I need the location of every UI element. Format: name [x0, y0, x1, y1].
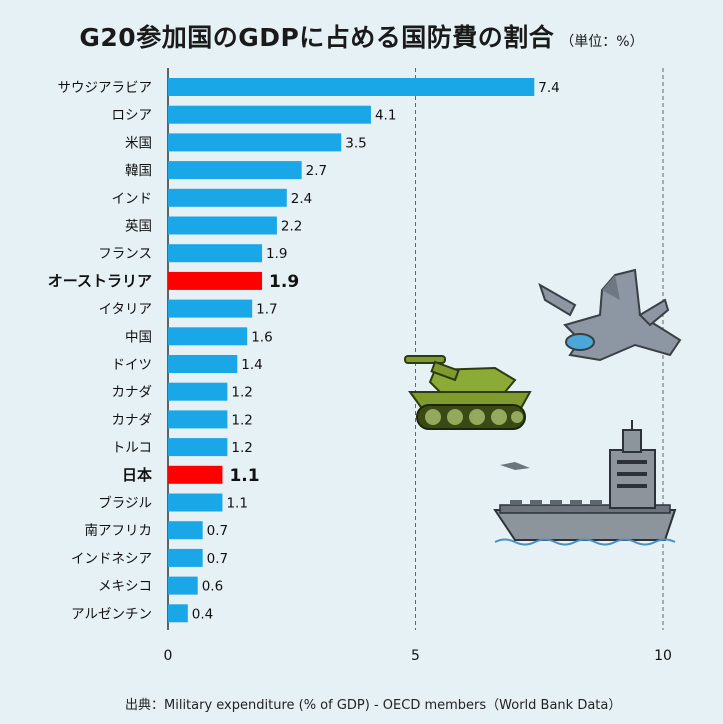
value-label: 0.4: [192, 606, 213, 622]
category-labels: サウジアラビアロシア米国韓国インド英国フランスオーストラリアイタリア中国ドイツカ…: [48, 80, 152, 622]
bar: [168, 216, 277, 235]
category-label: アルゼンチン: [71, 606, 152, 622]
value-label: 2.4: [291, 191, 312, 207]
bar: [168, 521, 203, 540]
bar: [168, 244, 263, 263]
x-tick-label: 0: [164, 648, 173, 664]
category-label: メキシコ: [98, 579, 152, 595]
value-label: 1.2: [231, 412, 252, 428]
category-label: インド: [112, 191, 153, 207]
bar: [168, 576, 198, 595]
bar: [168, 548, 203, 567]
bar: [168, 382, 228, 401]
category-label: サウジアラビア: [58, 80, 153, 96]
bar: [168, 161, 302, 180]
bar: [168, 438, 228, 457]
bar: [168, 604, 188, 623]
x-tick-label: 10: [654, 648, 672, 664]
x-tick-label: 5: [411, 648, 420, 664]
bar: [168, 465, 223, 484]
bar: [168, 105, 371, 124]
source-note: 出典：Military expenditure (% of GDP) - OEC…: [125, 698, 622, 713]
bar: [168, 78, 535, 96]
category-label: カナダ: [112, 385, 153, 401]
tank-illustration: [404, 355, 532, 430]
category-label: 日本: [122, 466, 152, 484]
category-label: 中国: [125, 329, 152, 345]
value-label: 2.2: [281, 219, 302, 235]
category-label: ブラジル: [98, 495, 152, 512]
category-label: フランス: [98, 246, 152, 262]
value-label: 1.6: [251, 329, 272, 345]
value-label: 1.4: [241, 357, 262, 373]
category-label: カナダ: [112, 412, 153, 428]
value-label: 1.9: [266, 246, 287, 262]
value-label: 2.7: [306, 163, 327, 179]
category-label: オーストラリア: [48, 272, 152, 290]
x-tick-labels: 0 5 10: [164, 648, 672, 664]
aircraft-carrier-illustration: [493, 420, 677, 546]
category-label: トルコ: [112, 440, 152, 456]
value-label: 1.1: [226, 496, 247, 512]
value-label: 1.7: [256, 302, 277, 318]
category-label: 英国: [125, 218, 152, 235]
value-label: 0.7: [207, 523, 228, 539]
value-label: 3.5: [345, 135, 366, 151]
value-label: 0.6: [202, 579, 223, 595]
value-labels: 7.4 4.1 3.5 2.7 2.4 2.2 1.9 1.9 1.7 1.6 1.4 1.2 1.2 1…: [192, 80, 560, 622]
category-label: 米国: [125, 135, 152, 151]
category-label: 南アフリカ: [85, 523, 153, 539]
bar: [168, 410, 228, 429]
bar: [168, 271, 263, 290]
category-label: ドイツ: [112, 357, 153, 373]
value-label: 4.1: [375, 108, 396, 124]
unit-note: （単位：%）: [560, 34, 644, 50]
bar: [168, 355, 238, 373]
value-label: 1.9: [269, 272, 299, 292]
bar: [168, 493, 223, 512]
chart-title: G20参加国のGDPに占める国防費の割合 （単位：%）: [0, 18, 723, 54]
category-label: インドネシア: [71, 551, 152, 567]
value-label: 0.7: [207, 551, 228, 567]
value-label: 1.2: [231, 385, 252, 401]
value-label: 7.4: [538, 80, 559, 96]
bar: [168, 327, 248, 346]
category-label: 韓国: [125, 163, 152, 179]
value-label: 1.1: [229, 466, 259, 486]
category-label: ロシア: [112, 108, 153, 124]
category-label: イタリア: [99, 302, 152, 318]
bar: [168, 133, 342, 152]
fighter-jet-illustration: [538, 268, 682, 362]
bar: [168, 299, 253, 318]
bars: [168, 78, 535, 623]
value-label: 1.2: [231, 440, 252, 456]
title-text: G20参加国のGDPに占める国防費の割合: [79, 23, 555, 52]
bar: [168, 188, 287, 207]
